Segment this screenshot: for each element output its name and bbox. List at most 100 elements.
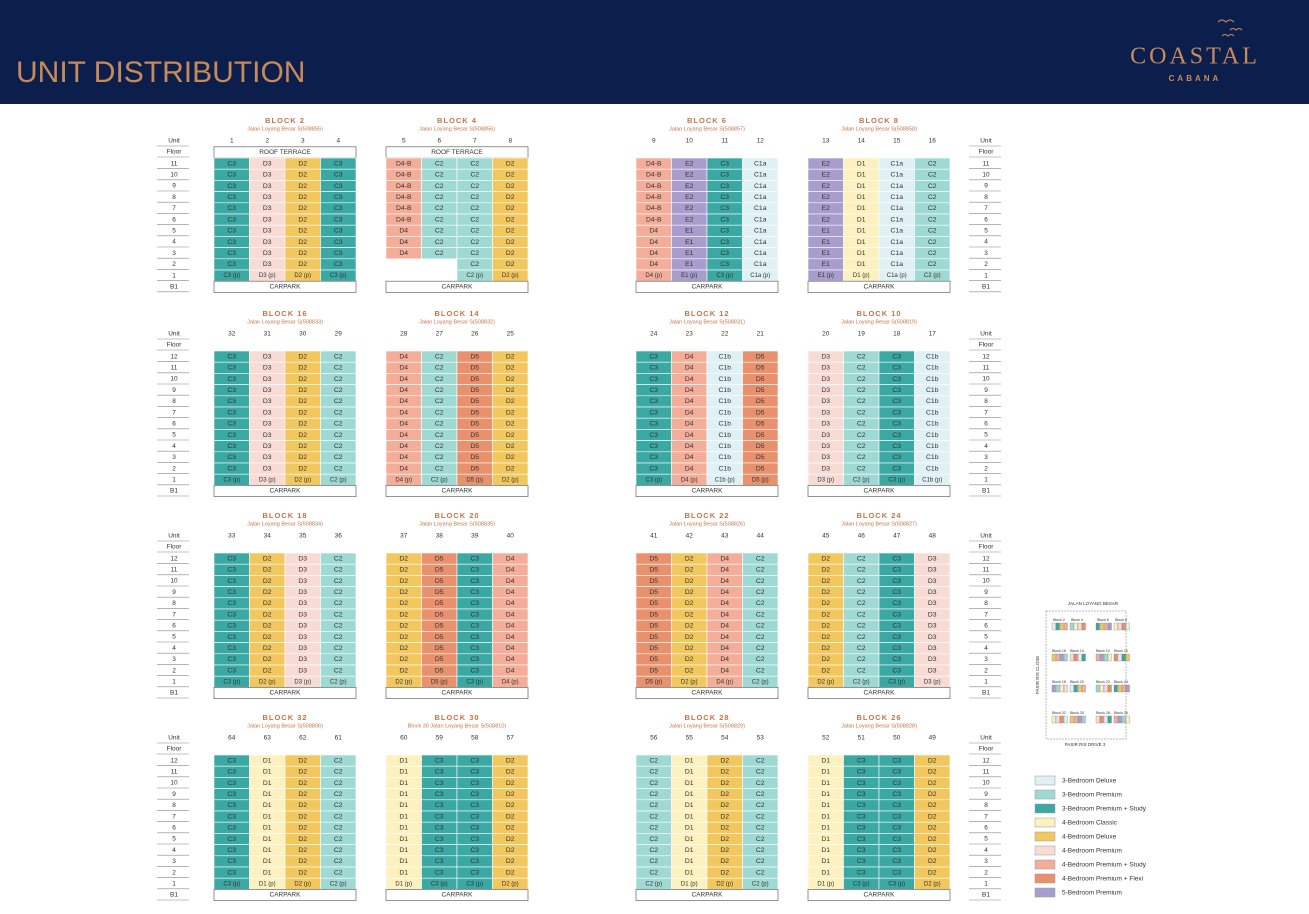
unit-type: C2 (470, 261, 479, 268)
unit-type: E1 (822, 228, 831, 235)
floor-label: 4 (172, 645, 176, 652)
unit-type: D4-B (396, 216, 412, 223)
carpark-label: CARPARK (692, 892, 724, 899)
unit-type: C3 (435, 825, 444, 832)
unit-type: C3 (720, 194, 729, 201)
site-block-unit (1073, 653, 1078, 662)
unit-type: D2 (298, 398, 307, 405)
floor-header: Floor (979, 544, 995, 551)
carpark-label: CARPARK (270, 690, 302, 697)
unit-type: D2 (506, 398, 515, 405)
unit-type: D3 (263, 387, 272, 394)
unit-type: E1 (822, 261, 831, 268)
unit-type: D5 (756, 365, 765, 372)
unit-type: C3 (892, 847, 901, 854)
site-block-label: Block 30 (1070, 711, 1084, 715)
road-label: PASIR RIS CLOSE (1035, 656, 1040, 694)
unit-type: C2 (756, 836, 765, 843)
floor-label: 4 (172, 443, 176, 450)
floor-label: 7 (984, 611, 988, 618)
unit-type: C3 (892, 578, 901, 585)
unit-type: D2 (298, 365, 307, 372)
floor-label: 3 (984, 250, 988, 257)
unit-type: C3 (227, 465, 236, 472)
unit-type: D4-B (646, 194, 662, 201)
unit-type: D2 (298, 858, 307, 865)
unit-type: C2 (857, 454, 866, 461)
block-address: Jalan Loyang Besar S(508857) (669, 126, 745, 132)
unit-number: 48 (929, 533, 937, 540)
block-title: BLOCK 4 (437, 116, 477, 125)
unit-type: D2 (p) (817, 679, 834, 685)
unit-type: C2 (649, 769, 658, 776)
site-block-unit (1055, 715, 1060, 724)
floor-label: 4 (984, 443, 988, 450)
unit-type: D3 (821, 387, 830, 394)
floor-label: 10 (170, 376, 178, 383)
unit-type: C3 (334, 160, 343, 167)
site-block-unit (1095, 715, 1100, 724)
unit-type: D1 (821, 780, 830, 787)
site-block-label: Block 8 (1115, 618, 1127, 622)
unit-type: C2 (470, 250, 479, 257)
site-block-unit (1059, 715, 1064, 724)
unit-type: C3 (227, 780, 236, 787)
unit-type: E1 (p) (818, 273, 834, 279)
unit-type: D5 (470, 443, 479, 450)
unit-type: C3 (470, 667, 479, 674)
unit-type: D3 (298, 555, 307, 562)
floor-label: 12 (170, 353, 178, 360)
unit-type: C3 (892, 611, 901, 618)
unit-type: D3 (263, 365, 272, 372)
floor-label: 1 (172, 679, 176, 686)
site-block-unit (1073, 715, 1078, 724)
unit-type: C2 (756, 600, 765, 607)
unit-type: D1 (821, 769, 830, 776)
unit-type: C3 (227, 365, 236, 372)
unit-type: D5 (435, 589, 444, 596)
unit-type: C3 (857, 825, 866, 832)
site-block-label: Block 32 (1052, 711, 1066, 715)
unit-type: D2 (298, 791, 307, 798)
unit-type: C2 (p) (431, 477, 448, 483)
site-block-unit (1073, 622, 1078, 631)
block-title: BLOCK 12 (684, 309, 729, 318)
unit-type: D5 (435, 656, 444, 663)
unit-type: D5 (756, 398, 765, 405)
unit-type: D4 (399, 409, 408, 416)
unit-type: C3 (435, 858, 444, 865)
unit-type: C3 (470, 757, 479, 764)
unit-type: C1b (926, 365, 939, 372)
unit-type: D1 (857, 239, 866, 246)
unit-type: C2 (334, 555, 343, 562)
floor-label: 6 (172, 825, 176, 832)
unit-type: D1 (685, 869, 694, 876)
unit-type: D3 (821, 432, 830, 439)
carpark-row (385, 687, 529, 699)
unit-type: C3 (p) (223, 679, 240, 685)
unit-type: C1a (891, 194, 904, 201)
block-title: BLOCK 18 (262, 511, 307, 520)
unit-type: D4 (649, 250, 658, 257)
unit-type: C3 (435, 757, 444, 764)
floor-label: 7 (172, 813, 176, 820)
floor-label: 1 (172, 272, 176, 279)
unit-type: E2 (822, 183, 831, 190)
basement-label: B1 (982, 690, 990, 697)
unit-type: D2 (506, 194, 515, 201)
unit-type: D2 (298, 769, 307, 776)
unit-type: C2 (334, 847, 343, 854)
unit-type: D4 (649, 261, 658, 268)
unit-type: C2 (756, 780, 765, 787)
unit-type: D2 (928, 858, 937, 865)
unit-type: D1 (685, 757, 694, 764)
unit-type: D3 (263, 183, 272, 190)
unit-type: C1b (926, 465, 939, 472)
carpark-label: CARPARK (864, 892, 896, 899)
carpark-label: CARPARK (442, 892, 474, 899)
unit-type: C3 (470, 858, 479, 865)
unit-type: D5 (649, 645, 658, 652)
site-block-unit (1113, 684, 1118, 693)
unit-type: D4 (p) (502, 679, 519, 685)
unit-type: D2 (506, 869, 515, 876)
